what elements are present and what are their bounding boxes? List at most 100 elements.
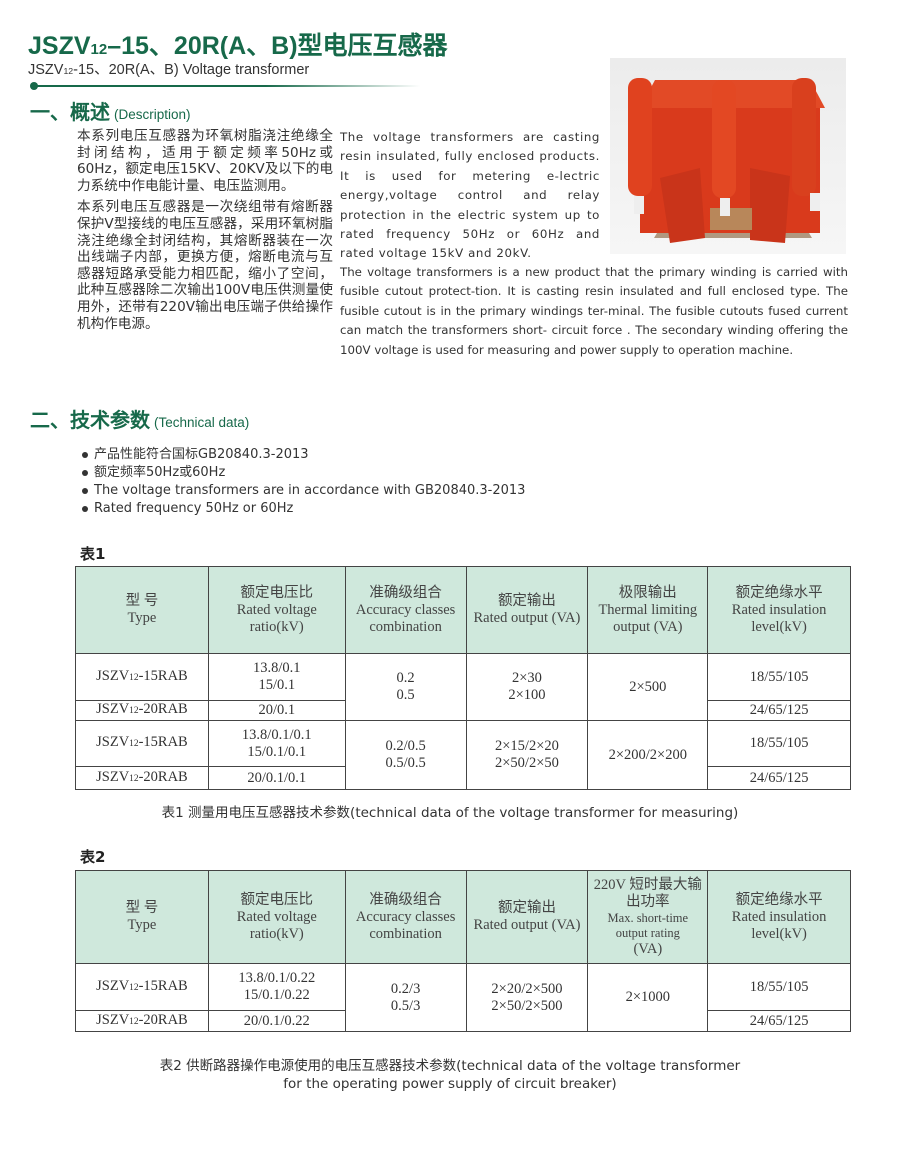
cell-line: 20/0.1 (258, 702, 296, 718)
cell-line: 2×50/2×500 (491, 997, 563, 1014)
insulation-cell: 24/65/125 (707, 1010, 851, 1032)
cell-line: (VA) (633, 940, 663, 957)
page-subtitle: JSZV12-15、20R(A、B) Voltage transformer (28, 62, 310, 78)
insulation-cell: 24/65/125 (707, 766, 851, 790)
accuracy-cell: 0.2/3 0.5/3 (344, 963, 467, 1032)
cell-line: 20/0.1/0.22 (243, 1012, 310, 1029)
description-english-1: The voltage transformers are casting res… (340, 130, 600, 261)
insulation-cell: 18/55/105 (707, 653, 851, 701)
header-cell: 极限输出 Thermal limiting output (VA) (587, 566, 709, 654)
cell-line: Rated output (VA) (473, 610, 581, 626)
table-row: JSZV12-15RAB 13.8/0.1 15/0.1 0.2 0.5 2×30 2×10… (75, 653, 851, 721)
cell-line: Rated output (VA) (473, 917, 581, 933)
type-cell: JSZV12-15RAB (75, 963, 209, 1011)
cell-line: 额定输出 (497, 900, 556, 916)
type-cell: JSZV12-15RAB (75, 720, 209, 767)
cell-line: 0.2 (396, 670, 415, 686)
cell-line: 0.5/3 (390, 997, 421, 1014)
cell-line: 2×100 (508, 687, 546, 703)
cell-line: 15/0.1 (258, 677, 296, 693)
cell-line: 20/0.1/0.1 (247, 769, 307, 786)
cell-line: 额定电压比 (240, 891, 314, 908)
ratio-cell: 13.8/0.1/0.22 15/0.1/0.22 (207, 963, 346, 1011)
output-cell: 2×15/2×20 2×50/2×50 (465, 720, 589, 790)
cell-line: 220V 短时最大输出功率 (593, 876, 702, 910)
table2-label: 表2 (80, 848, 106, 866)
cell-line: 2×15/2×20 (495, 738, 559, 754)
description-english-2: The voltage transformers is a new produc… (340, 265, 848, 357)
paragraph: 本系列电压互感器为环氧树脂浇注绝缘全封闭结构，适用于额定频率50Hz或60Hz，… (77, 128, 333, 194)
cell-line: 15/0.1/0.22 (243, 987, 310, 1003)
cell-line: 额定输出 (497, 593, 556, 609)
cell-line: 0.5 (396, 687, 415, 703)
table2-caption: 表2 供断路器操作电源使用的电压互感器技术参数(technical data o… (0, 1057, 900, 1093)
table1: 型 号 Type 额定电压比 Rated voltage ratio(kV) 准确级组合… (75, 566, 851, 790)
spec-bullets: 产品性能符合国标GB20840.3-2013 额定频率50Hz或60Hz The… (82, 446, 525, 518)
header-cell: 额定绝缘水平 Rated insulation level(kV) (707, 566, 851, 654)
bullet-item: The voltage transformers are in accordan… (82, 482, 525, 500)
table1-caption: 表1 测量用电压互感器技术参数(technical data of the vo… (161, 805, 739, 821)
cell-line: 0.2/0.5 (385, 738, 426, 754)
header-cell: 准确级组合 Accuracy classes combination (344, 566, 467, 654)
section-heading-technical-data: 二、技术参数 (Technical data) (30, 408, 250, 432)
title-divider (30, 82, 420, 90)
type-cell: JSZV12-15RAB (75, 653, 209, 701)
cell-line: 2×50/2×50 (495, 755, 559, 771)
ratio-cell: 20/0.1 (207, 700, 346, 721)
cell-line: Rated voltage ratio(kV) (236, 601, 317, 635)
cell-line: 2×30 (511, 670, 542, 686)
output-cell: 2×20/2×500 2×50/2×500 (465, 963, 589, 1032)
table-row: JSZV12-20RAB 20/0.1/0.22 24/65/125 (75, 1010, 851, 1032)
cell-line: Type (127, 917, 157, 933)
cell-line: Type (127, 610, 157, 626)
bullet-item: Rated frequency 50Hz or 60Hz (82, 500, 525, 518)
ratio-cell: 20/0.1/0.22 (207, 1010, 346, 1032)
cell-line: Accuracy classes combination (355, 908, 456, 942)
cell-line: Rated voltage ratio(kV) (236, 908, 317, 942)
cell-line: Accuracy classes combination (355, 601, 456, 635)
table-row: JSZV12-15RAB 13.8/0.1/0.22 15/0.1/0.22 0.2/… (75, 963, 851, 1032)
insulation-cell: 24/65/125 (707, 700, 851, 721)
header-cell: 型 号 Type (75, 870, 209, 964)
thermal-output-cell: 2×500 (587, 653, 709, 721)
bullet-item: 额定频率50Hz或60Hz (82, 464, 525, 482)
cell-line: Max. short-time output rating (607, 910, 689, 940)
header-cell: 额定电压比 Rated voltage ratio(kV) (207, 870, 346, 964)
header-cell: 额定绝缘水平 Rated insulation level(kV) (707, 870, 851, 964)
cell-line: 准确级组合 (369, 891, 442, 908)
table-row: JSZV12-20RAB 20/0.1/0.1 24/65/125 (75, 766, 851, 790)
cell-line: 0.2/3 (390, 980, 421, 997)
cell-line: 13.8/0.1/0.1 (241, 726, 312, 743)
header-cell: 额定电压比 Rated voltage ratio(kV) (207, 566, 346, 654)
thermal-output-cell: 2×1000 (587, 963, 709, 1032)
caption-line: for the operating power supply of circui… (283, 1076, 617, 1092)
page-title: JSZV12–15、20R(A、B)型电压互感器 (28, 32, 448, 60)
table1-label: 表1 (80, 545, 106, 563)
table2: 型 号 Type 额定电压比 Rated voltage ratio(kV) 准确级组合… (75, 870, 851, 1032)
header-cell: 220V 短时最大输出功率 Max. short-time output rati… (587, 870, 709, 964)
cell-line: 2×20/2×500 (491, 980, 563, 997)
cell-line: 15/0.1/0.1 (247, 743, 307, 760)
thermal-output-cell: 2×200/2×200 (587, 720, 709, 790)
cell-line: 型 号 (125, 900, 159, 916)
cell-line: 准确级组合 (369, 584, 442, 601)
accuracy-cell: 0.2/0.5 0.5/0.5 (344, 720, 467, 790)
cell-line: 0.5/0.5 (385, 755, 426, 771)
ratio-cell: 13.8/0.1 15/0.1 (207, 653, 346, 701)
cell-line: 极限输出 (618, 584, 677, 601)
section-heading-description: 一、概述 (Description) (30, 100, 191, 124)
type-cell: JSZV12-20RAB (75, 700, 209, 721)
type-cell: JSZV12-20RAB (75, 1010, 209, 1032)
cell-line: 型 号 (125, 593, 159, 609)
cell-line: 13.8/0.1 (253, 660, 301, 676)
table-row: JSZV12-15RAB 13.8/0.1/0.1 15/0.1/0.1 0.2/0.… (75, 720, 851, 790)
type-cell: JSZV12-20RAB (75, 766, 209, 790)
ratio-cell: 20/0.1/0.1 (207, 766, 346, 790)
cell-line: 额定绝缘水平 (735, 891, 823, 908)
cell-line: 额定绝缘水平 (735, 584, 823, 601)
insulation-cell: 18/55/105 (707, 963, 851, 1011)
description-chinese: 本系列电压互感器为环氧树脂浇注绝缘全封闭结构，适用于额定频率50Hz或60Hz，… (77, 128, 333, 332)
cell-line: Rated insulation level(kV) (731, 908, 827, 942)
header-cell: 型 号 Type (75, 566, 209, 654)
header-cell: 准确级组合 Accuracy classes combination (344, 870, 467, 964)
